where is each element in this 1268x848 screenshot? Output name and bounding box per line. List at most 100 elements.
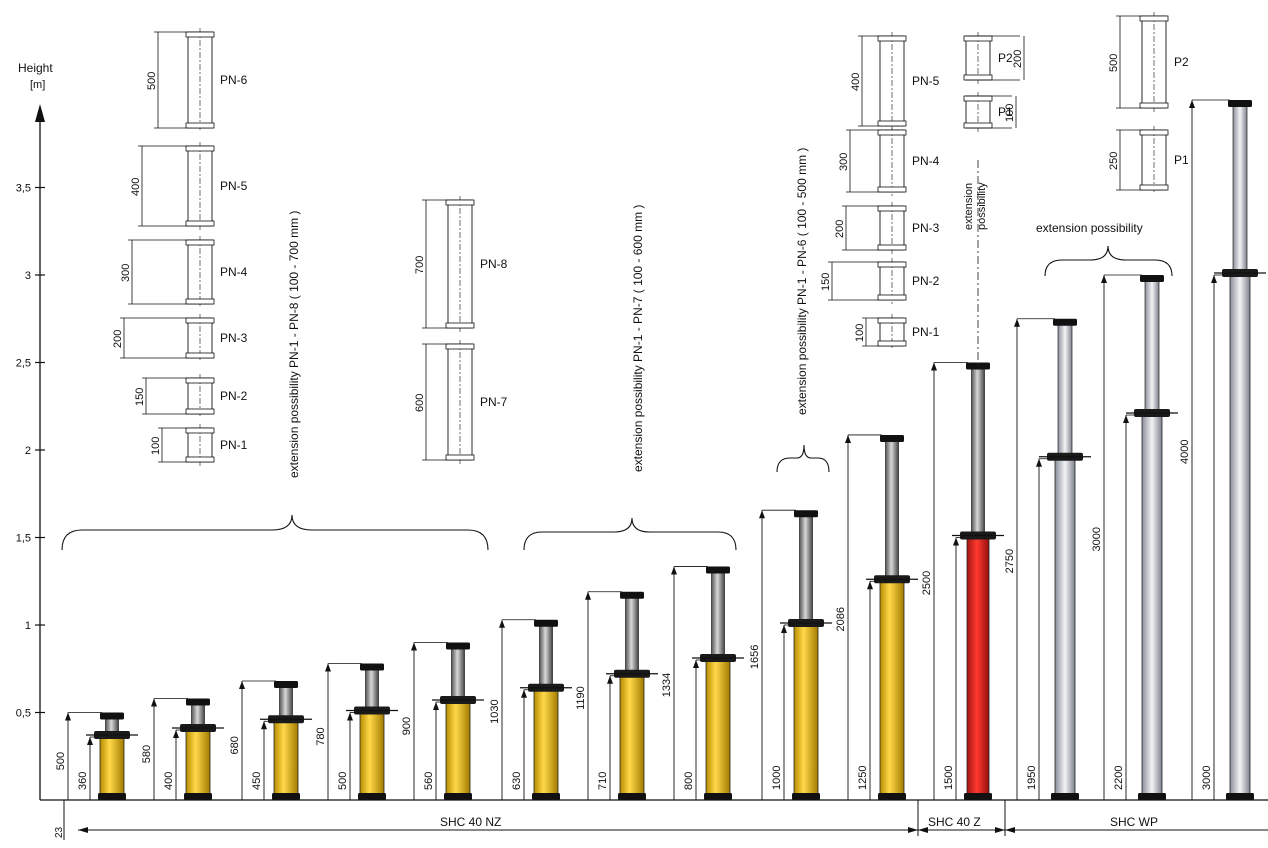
prop-14: 4000 3000 [1179,99,1266,800]
prop-base-dim-label: 3000 [1201,766,1213,790]
prop-base-plate [792,793,820,800]
group-dimension-line [78,800,1268,836]
brace-nz-group-1 [61,514,489,551]
extension-top-cap [185,239,215,246]
prop-base-dim-label: 500 [337,772,349,790]
prop-top-dim-arrow [151,698,157,707]
extension-dim-label: 250 [1108,152,1120,170]
extension-top-cap [185,145,215,152]
axis-unit: [m] [30,79,45,91]
extension-dim-label: 700 [414,256,426,274]
prop-base-dim-label: 1950 [1026,766,1038,790]
extension-label: PN-4 [912,154,940,168]
prop-top-dim-arrow [585,591,591,600]
prop-head-plate [1140,275,1164,282]
prop-outer-tube [359,712,385,797]
prop-top-dim-label: 500 [55,752,67,770]
prop-base-dim-label: 560 [423,772,435,790]
prop-base-dim-label: 1000 [771,766,783,790]
prop-head-plate [794,510,818,518]
extension-bottom-cap [877,340,907,347]
extension-label: P1 [998,105,1013,119]
extension-label: PN-5 [912,74,940,88]
extension-top-cap [185,427,215,434]
axis-tick-label: 3,5 [16,183,31,195]
prop-inner-tube [711,572,725,661]
prop-head-plate [706,566,730,574]
extension-top-cap [445,199,475,206]
prop-top-dim-arrow [1101,275,1107,283]
extension-p2-z: P2 200 [963,32,1025,84]
extension-bottom-cap [185,220,215,227]
prop-base-dim-label: 630 [511,772,523,790]
prop-inner-tube [1057,324,1073,460]
prop-inner-tube [1144,280,1160,416]
prop-outer-tube [793,624,819,797]
extension-label: P2 [1174,55,1189,69]
extension-pn-1-nz: PN-1 100 [150,424,248,466]
prop-head-plate [446,642,470,650]
extension-pn-2-z: PN-2 150 [820,258,940,304]
prop-outer-tube [1054,458,1076,797]
prop-inner-tube [539,625,553,691]
prop-top-dim-label: 780 [315,727,327,745]
group-label-wp: SHC WP [1110,815,1158,829]
axis-tick-label: 3 [25,270,31,282]
prop-base-dim-arrow [1211,275,1217,283]
prop-base-plate [878,793,906,800]
extension-label: PN-2 [912,274,940,288]
ext-note-pn1-pn7: extension possibility PN-1 - PN-7 ( 100 … [631,205,645,472]
prop-top-dim-arrow [845,434,851,443]
prop-base-dim-label: 1500 [943,766,955,790]
prop-outer-tube [966,537,990,797]
prop-outer-tube [185,729,211,797]
prop-top-dim-arrow [411,642,417,651]
extension-bottom-cap [445,454,475,461]
axis-tick-label: 1 [25,620,31,632]
prop-head-plate [100,712,124,720]
prop-7: 1190 710 [575,591,658,800]
ext-note-p1-p2-line2: possibility [976,182,988,230]
extension-bottom-cap [185,298,215,305]
extension-dim-label: 150 [820,273,832,291]
prop-head-plate [1053,318,1077,326]
prop-top-dim-arrow [239,681,245,689]
axis-tick-label: 2 [25,445,31,457]
prop-inner-tube [799,515,813,626]
extension-top-cap [877,35,907,42]
extension-dim-label: 150 [134,388,146,406]
prop-base-dim-label: 450 [251,772,263,790]
prop-head-plate [534,619,558,627]
prop-outer-tube [445,701,471,797]
prop-top-dim-label: 1030 [489,699,501,723]
extension-label: PN-1 [912,325,940,339]
extension-bottom-cap [963,122,993,129]
ext-note-pn1-pn6: extension possibility PN-1 - PN-6 ( 100 … [795,148,809,415]
prop-outer-tube [1229,274,1251,797]
prop-top-dim-label: 1190 [575,686,587,710]
group-label-nz: SHC 40 NZ [440,815,501,829]
extension-bottom-cap [877,244,907,251]
extension-top-cap [877,261,907,268]
extension-pn-4-z: PN-4 300 [838,126,940,196]
prop-5: 900 560 [401,642,484,800]
ext-note-wp: extension possibility [1036,221,1143,235]
prop-outer-tube [1141,414,1163,797]
prop-head-plate [880,434,904,442]
extension-dim-label: 600 [414,394,426,412]
axis-tick-label: 2,5 [16,358,31,370]
prop-base-plate [444,793,472,800]
prop-outer-tube [99,736,125,797]
prop-base-dim-arrow [781,625,787,633]
extension-dim-label: 400 [850,73,862,91]
prop-base-dim-arrow [607,675,613,684]
prop-4: 780 500 [315,663,398,800]
prop-12: 2750 1950 [1004,318,1091,800]
prop-base-plate [618,793,646,800]
prop-top-dim-label: 4000 [1179,440,1191,464]
extension-dim-label: 100 [1004,104,1016,122]
brace-nz-group-3 [776,444,830,473]
extension-bottom-cap [877,294,907,301]
extension-pn-5-nz: PN-5 400 [130,142,248,230]
